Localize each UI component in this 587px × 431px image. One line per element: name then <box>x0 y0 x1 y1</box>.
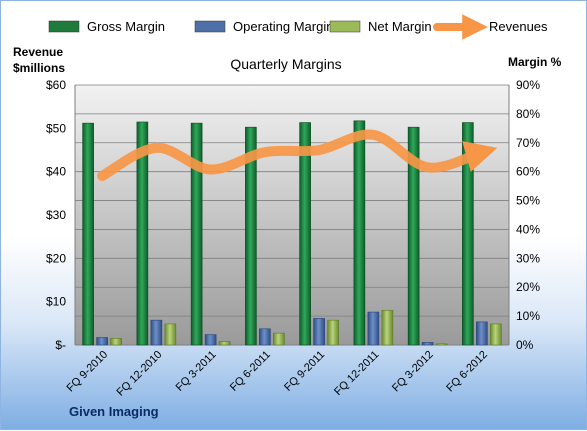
bar-operating-margin <box>421 342 434 346</box>
y-right-label: Margin % <box>508 55 562 69</box>
legend-swatch <box>329 20 361 33</box>
revenue-line-series <box>97 129 498 181</box>
legend-label: Revenues <box>489 19 548 34</box>
legend-swatch <box>194 20 226 33</box>
revenue-line <box>97 129 498 181</box>
y-left-tick-label: $10 <box>46 295 66 309</box>
bar-net-margin <box>435 343 448 346</box>
bar-gross-margin <box>462 122 474 346</box>
y-right-tick-label: 70% <box>516 136 540 150</box>
legend-label: Operating Margin <box>233 19 333 34</box>
y-right-tick-label: 30% <box>516 251 540 265</box>
y-left-ticks: $- $10 $20 $30 $40 $50 $60 <box>46 78 66 352</box>
bar-operating-margin <box>476 321 488 346</box>
bar-gross-margin <box>407 126 420 346</box>
bar-series <box>82 120 502 346</box>
y-right-ticks: 0% 10% 20% 30% 40% 50% 60% 70% 80% 90% <box>516 78 540 352</box>
x-ticks: FQ 9-2010 FQ 12-2010 FQ 3-2011 FQ 6-2011 FQ … <box>65 349 490 399</box>
y-right-tick-label: 20% <box>516 280 540 294</box>
y-right-tick-label: 40% <box>516 222 540 236</box>
x-tick-label: FQ 3-2011 <box>174 349 219 394</box>
legend-label: Net Margin <box>368 19 432 34</box>
bar-gross-margin <box>299 122 311 346</box>
legend-label: Gross Margin <box>87 19 165 34</box>
bar-operating-margin <box>96 337 108 346</box>
y-right-tick-label: 0% <box>516 338 534 352</box>
bar-operating-margin <box>313 318 325 346</box>
x-tick-label: FQ 9-2010 <box>65 349 111 395</box>
footer-company: Given Imaging <box>69 404 159 419</box>
bar-operating-margin <box>204 334 217 346</box>
bar-net-margin <box>164 323 177 346</box>
x-tick-label: FQ 6-2012 <box>444 349 490 395</box>
bar-gross-margin <box>82 122 94 346</box>
chart-legend: Gross Margin Operating Margin Net Margin Re… <box>48 14 548 40</box>
bar-net-margin <box>110 338 122 346</box>
y-left-tick-label: $50 <box>46 121 66 135</box>
bar-gross-margin <box>245 126 257 346</box>
y-right-tick-label: 80% <box>516 107 540 121</box>
bar-operating-margin <box>259 328 271 346</box>
x-tick-label: FQ 12-2010 <box>115 349 165 399</box>
chart-title: Quarterly Margins <box>230 56 341 72</box>
y-left-tick-label: $60 <box>46 78 66 92</box>
bar-operating-margin <box>367 311 380 346</box>
bar-net-margin <box>218 341 231 346</box>
bar-gross-margin <box>190 122 203 346</box>
bar-net-margin <box>273 332 285 346</box>
y-right-tick-label: 90% <box>516 78 540 92</box>
y-right-tick-label: 60% <box>516 165 540 179</box>
y-left-tick-label: $- <box>55 338 66 352</box>
y-right-tick-label: 50% <box>516 194 540 208</box>
x-tick-label: FQ 9-2011 <box>282 349 327 394</box>
bar-net-margin <box>327 319 339 346</box>
y-left-tick-label: $30 <box>46 208 66 222</box>
bar-operating-margin <box>150 319 163 346</box>
y-right-tick-label: 10% <box>516 309 540 323</box>
legend-swatch <box>48 20 80 33</box>
x-tick-label: FQ 6-2011 <box>228 349 273 394</box>
y-left-label-line1: Revenue <box>13 45 63 59</box>
y-left-label-line2: $millions <box>13 61 65 75</box>
x-tick-label: FQ 3-2012 <box>390 349 436 395</box>
bar-net-margin <box>490 323 502 346</box>
y-left-tick-label: $20 <box>46 251 66 265</box>
x-tick-label: FQ 12-2011 <box>332 349 381 398</box>
bar-net-margin <box>381 310 394 346</box>
bar-gross-margin <box>353 120 366 346</box>
y-left-tick-label: $40 <box>46 165 66 179</box>
bar-gross-margin <box>136 121 149 346</box>
